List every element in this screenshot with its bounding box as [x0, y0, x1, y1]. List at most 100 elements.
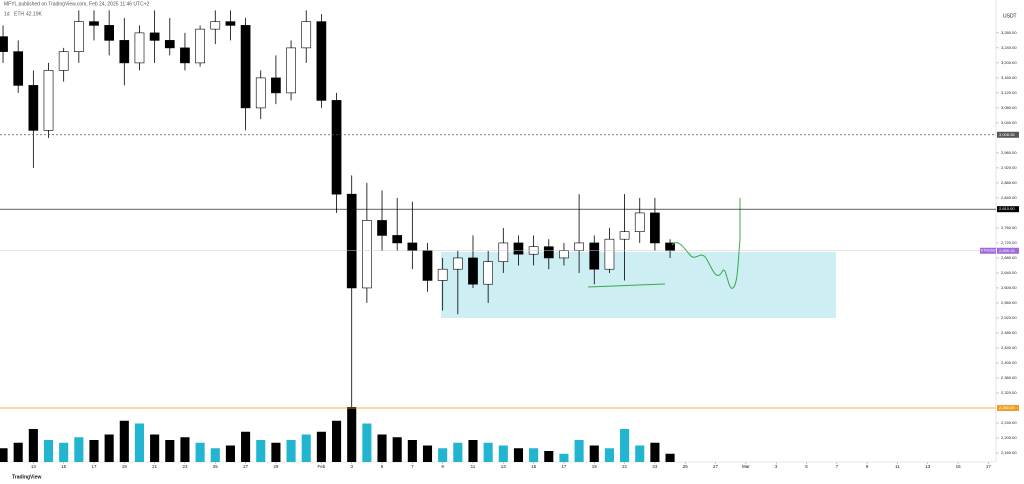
x-tick-label: 27 — [243, 464, 249, 469]
candle-body — [0, 36, 8, 52]
x-tick-label: 5 — [805, 464, 808, 469]
candle-body — [331, 100, 342, 195]
candle-body — [604, 238, 615, 270]
price-line-tag — [997, 206, 1019, 213]
volume-bar — [0, 448, 8, 462]
price-line-label: 2,810.00 — [999, 206, 1015, 211]
y-tick-label: 2,960.00 — [1001, 150, 1017, 155]
price-line-label: 2,280.00 — [999, 405, 1015, 410]
x-tick-label: 11 — [471, 464, 476, 469]
volume-bar — [620, 429, 630, 462]
candle-body — [58, 51, 69, 71]
volume-bar — [574, 440, 584, 462]
candle-body — [255, 77, 266, 109]
y-tick-label: 2,600.00 — [1001, 285, 1017, 290]
candle-body — [407, 242, 418, 251]
candle-body — [513, 242, 524, 255]
y-tick-label: 2,520.00 — [1001, 315, 1017, 320]
y-tick-label: 3,080.00 — [1001, 105, 1017, 110]
candle-body — [362, 220, 372, 289]
current-price-tag — [997, 247, 1019, 254]
marks — [0, 10, 675, 462]
candle-body — [346, 193, 357, 289]
y-tick-label: 2,240.00 — [1001, 420, 1017, 425]
x-tick-label: 17 — [561, 464, 567, 469]
price-line-tag — [997, 404, 1019, 411]
axis-layer: 2,160.00 2,200.00 2,240.00 2,320.00 2,360.00… — [0, 30, 1019, 469]
volume-bar — [13, 442, 23, 462]
x-tick-label: 7 — [836, 464, 839, 469]
x-tick-label: 13 — [501, 464, 507, 469]
y-tick-label: 2,680.00 — [1001, 255, 1017, 260]
projection-drawing — [671, 198, 741, 289]
volume-bar — [180, 437, 190, 462]
x-tick-label: 17 — [91, 464, 97, 469]
symbol: ETH — [14, 11, 24, 17]
candle-body — [574, 242, 584, 251]
candle-body — [392, 235, 403, 244]
y-tick-label: 2,440.00 — [1001, 345, 1017, 350]
x-tick-label: 19 — [122, 464, 128, 469]
candle-body — [452, 257, 463, 270]
y-tick-label: 3,160.00 — [1001, 75, 1017, 80]
volume-bar — [225, 445, 235, 462]
volume-bar — [59, 442, 69, 462]
candle-body — [301, 21, 312, 49]
volume-bar — [316, 431, 326, 462]
candle-body — [559, 250, 569, 259]
logo: TradingView — [12, 474, 41, 480]
volume-bar — [43, 440, 54, 462]
candle-body — [589, 242, 600, 270]
candle-body — [271, 77, 281, 94]
y-tick-label: 2,320.00 — [1001, 390, 1017, 395]
candle-body — [498, 242, 509, 262]
x-tick-label: 13 — [31, 464, 37, 469]
volume-bar — [271, 442, 281, 462]
x-tick-label: 21 — [622, 464, 628, 469]
candle-body — [468, 257, 478, 285]
volume-bar — [665, 453, 675, 462]
price-line-label: 3,008.36 — [999, 132, 1015, 137]
candle-body — [164, 40, 175, 49]
candle-body — [377, 220, 387, 236]
volume-bar — [604, 448, 614, 462]
x-tick-label: 11 — [895, 464, 900, 469]
y-tick-label: 3,120.00 — [1001, 90, 1017, 95]
volume-bar — [650, 442, 660, 462]
volume-bar — [89, 440, 99, 462]
candle-body — [286, 47, 296, 94]
interval: 1d — [4, 11, 10, 17]
x-tick-label: 5 — [381, 464, 384, 469]
publisher: MFYL published on TradingView.com, Feb 2… — [4, 1, 150, 7]
volume-bar — [513, 448, 524, 462]
candle-body — [634, 212, 645, 232]
y-tick-label: 2,360.00 — [1001, 375, 1017, 380]
candle-body — [149, 32, 160, 41]
candle-body — [13, 51, 24, 86]
volume-bar — [301, 434, 311, 462]
volume-bar — [332, 420, 342, 462]
x-tick-label: 25 — [683, 464, 689, 469]
y-tick-label: 2,480.00 — [1001, 330, 1017, 335]
x-tick-label: 23 — [652, 464, 658, 469]
volume-bar — [134, 423, 145, 462]
candle-body — [650, 212, 660, 244]
volume-bar — [74, 437, 84, 462]
y-tick-label: 2,400.00 — [1001, 360, 1017, 365]
x-tick-label: Feb — [318, 464, 326, 469]
x-tick-label: 7 — [411, 464, 414, 469]
symbol-label: ETHUSDT — [981, 249, 998, 253]
candle-body — [28, 85, 39, 131]
volume-bar — [407, 440, 417, 462]
volume-bar — [529, 448, 539, 462]
x-tick-label: 23 — [182, 464, 188, 469]
x-tick-label: 9 — [866, 464, 869, 469]
y-tick-label: 2,640.00 — [1001, 270, 1017, 275]
candle-body — [225, 21, 236, 26]
candle-body — [619, 231, 630, 240]
volume-bar — [28, 429, 38, 462]
x-tick-label: 29 — [273, 464, 279, 469]
candle-body — [119, 40, 130, 64]
